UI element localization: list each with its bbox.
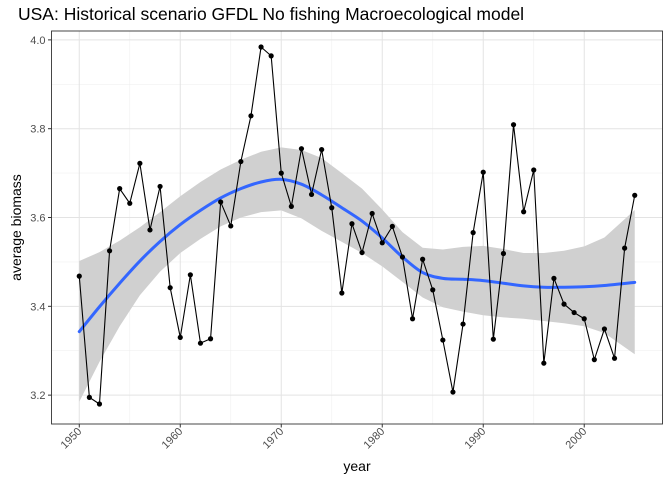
data-point xyxy=(218,199,224,205)
data-point xyxy=(541,360,547,366)
data-point xyxy=(167,285,173,291)
data-point xyxy=(611,355,618,361)
data-point xyxy=(127,200,133,206)
data-point xyxy=(308,191,315,198)
data-point xyxy=(349,221,355,227)
data-point xyxy=(86,394,92,400)
data-point xyxy=(510,122,517,128)
y-tick-label: 3.8 xyxy=(30,124,45,136)
data-point xyxy=(319,146,325,153)
data-point xyxy=(117,186,123,192)
data-point xyxy=(228,223,234,229)
y-axis: 3.2 3.4 3.6 3.8 4.0 xyxy=(30,35,52,402)
chart-title: USA: Historical scenario GFDL No fishing… xyxy=(18,4,525,24)
data-point xyxy=(480,169,486,175)
smooth-line-layer xyxy=(77,177,637,334)
x-tick-label: 1970 xyxy=(261,426,287,452)
y-tick-label: 3.2 xyxy=(30,390,45,402)
x-axis: 1950 1960 1970 1980 1990 2000 xyxy=(59,424,590,452)
data-point xyxy=(551,275,557,281)
data-point xyxy=(632,192,638,198)
x-axis-title: year xyxy=(343,458,371,474)
data-point xyxy=(197,340,204,346)
biomass-series-line xyxy=(78,46,636,405)
data-point xyxy=(359,249,365,256)
data-points xyxy=(76,44,638,407)
data-point xyxy=(490,336,496,342)
data-point xyxy=(500,250,507,257)
y-axis-title: average biomass xyxy=(8,174,24,281)
data-point xyxy=(379,240,385,246)
data-point xyxy=(248,113,254,119)
data-point xyxy=(389,223,395,229)
data-point xyxy=(521,209,527,215)
data-point xyxy=(571,309,577,316)
data-point xyxy=(399,254,406,260)
data-point xyxy=(207,336,214,342)
data-point xyxy=(409,316,416,322)
confidence-band xyxy=(79,147,635,402)
data-line-layer xyxy=(78,46,636,405)
data-point xyxy=(76,273,82,279)
data-point xyxy=(581,316,587,322)
data-point xyxy=(137,160,143,166)
data-point xyxy=(177,334,183,341)
data-point xyxy=(622,245,628,251)
data-point xyxy=(450,389,456,395)
data-point xyxy=(268,53,274,59)
data-point xyxy=(430,287,436,293)
plot-border xyxy=(51,30,663,425)
data-point xyxy=(601,326,608,332)
data-point xyxy=(420,256,426,262)
confidence-band-area xyxy=(79,147,635,402)
y-tick-label: 3.4 xyxy=(30,301,45,313)
data-point xyxy=(329,205,335,211)
data-point xyxy=(258,44,264,50)
x-tick-label: 2000 xyxy=(564,426,590,452)
data-point xyxy=(470,230,476,236)
data-point xyxy=(298,146,305,152)
data-point xyxy=(157,183,163,190)
data-point xyxy=(561,301,567,307)
minor-gridlines xyxy=(51,31,663,424)
data-point xyxy=(531,167,537,173)
data-point xyxy=(278,170,284,176)
data-point xyxy=(96,401,103,407)
data-point xyxy=(339,290,345,296)
x-tick-label: 1950 xyxy=(59,426,85,452)
data-point xyxy=(369,210,375,217)
data-point xyxy=(238,158,244,165)
data-point xyxy=(187,272,193,278)
smooth-trend-line xyxy=(77,177,637,334)
data-point xyxy=(460,321,466,327)
x-tick-label: 1960 xyxy=(160,426,186,452)
data-point xyxy=(591,357,597,363)
x-tick-label: 1980 xyxy=(362,426,388,452)
x-tick-label: 1990 xyxy=(463,426,489,452)
data-point xyxy=(147,227,153,233)
data-point xyxy=(440,337,446,343)
y-tick-label: 4.0 xyxy=(30,35,45,47)
data-point xyxy=(288,203,294,210)
data-point xyxy=(106,248,113,254)
y-tick-label: 3.6 xyxy=(30,213,45,225)
